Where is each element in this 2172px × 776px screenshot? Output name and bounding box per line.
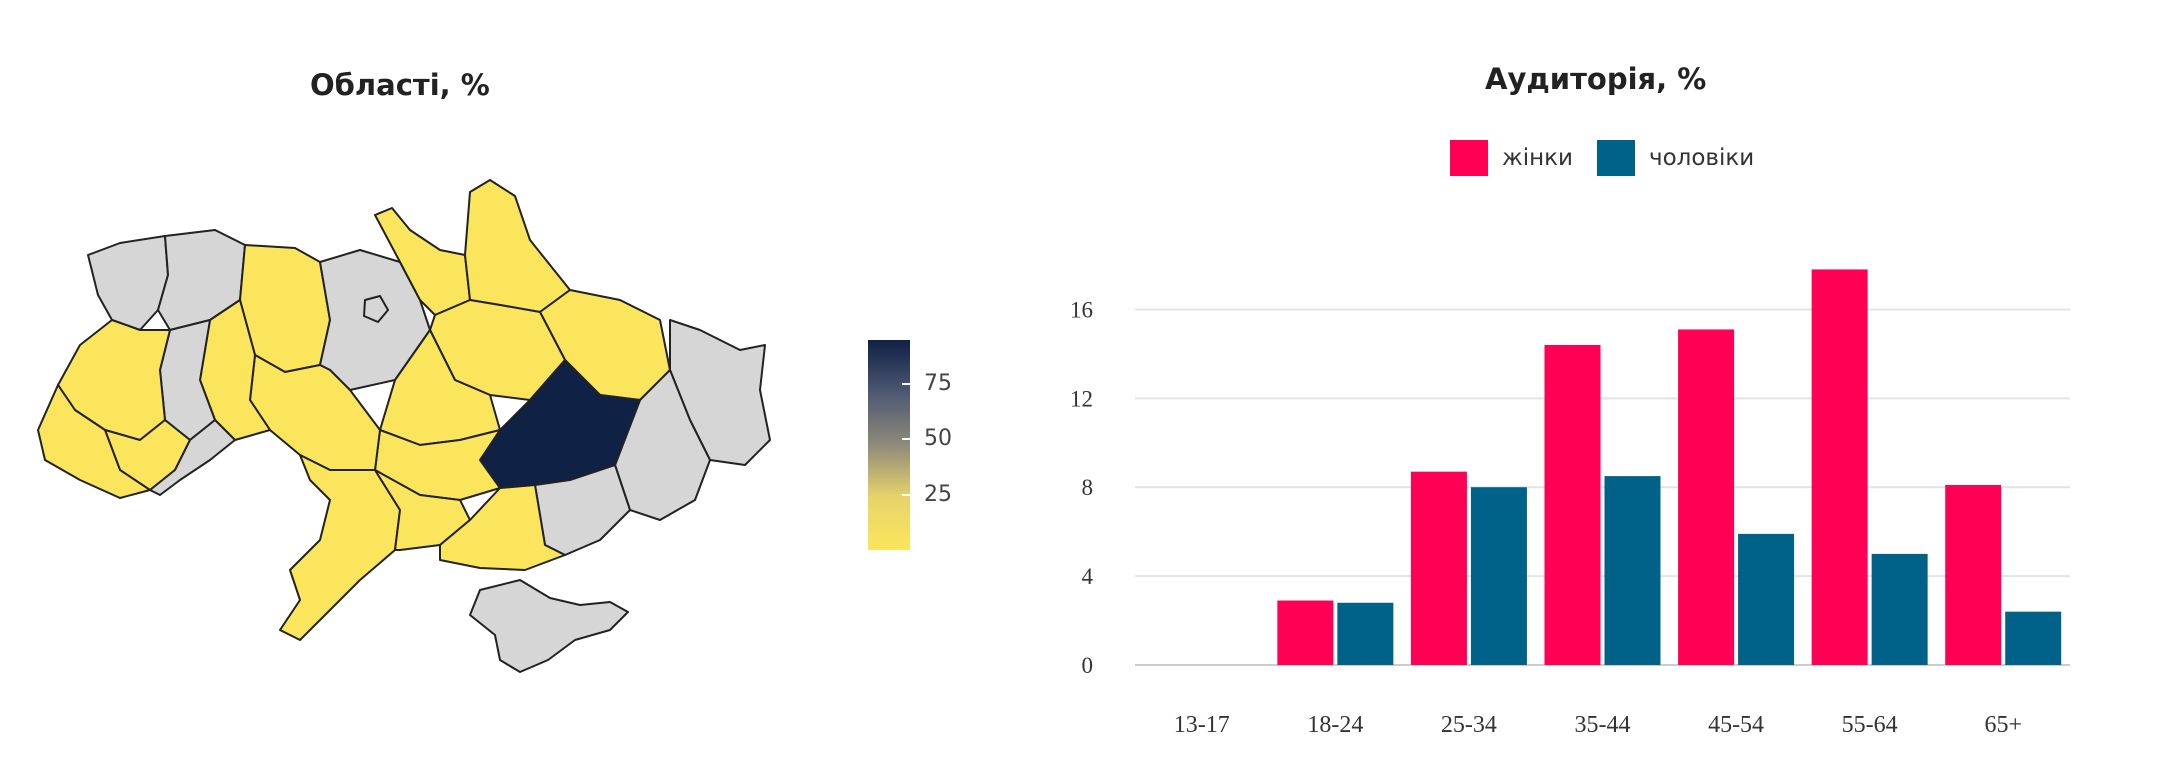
legend-item-women[interactable]: жінки: [1450, 140, 1573, 176]
bar-women[interactable]: [1811, 269, 1868, 665]
bar-women[interactable]: [1544, 345, 1601, 665]
region-sumy[interactable]: [464, 179, 571, 313]
legend-swatch-men: [1597, 140, 1635, 176]
y-tick-label: 4: [1082, 564, 1094, 589]
bar-men[interactable]: [1470, 487, 1527, 665]
colorbar-tick-line: [902, 493, 910, 496]
region-kyiv-city[interactable]: [363, 295, 389, 323]
region-chernihiv[interactable]: [374, 207, 471, 316]
x-tick-label: 18-24: [1307, 712, 1363, 738]
legend-swatch-women: [1450, 140, 1488, 176]
bar-men[interactable]: [2005, 611, 2062, 665]
map-title: Області, %: [310, 68, 490, 102]
colorbar-tick-label: 75: [924, 371, 952, 397]
colorbar-tick-line: [902, 383, 910, 386]
chart-panel: Аудиторія, % жінки чоловіки 0 4 8 12 16 13-17…: [1000, 0, 2172, 776]
x-tick-label: 65+: [1984, 712, 2022, 738]
ukraine-map: [37, 179, 771, 673]
y-tick-label: 16: [1070, 297, 1093, 322]
region-volyn[interactable]: [87, 235, 169, 331]
region-kherson[interactable]: [439, 484, 566, 571]
chart-legend: жінки чоловіки: [1450, 140, 1778, 176]
x-tick-label: 25-34: [1441, 712, 1497, 738]
colorbar: 75 50 25: [868, 340, 952, 550]
y-tick-label: 0: [1082, 653, 1094, 678]
legend-label-women: жінки: [1502, 145, 1573, 171]
bar-men[interactable]: [1337, 602, 1394, 665]
colorbar-tick-line: [902, 438, 910, 441]
legend-item-men[interactable]: чоловіки: [1597, 140, 1754, 176]
region-zakarpattia[interactable]: [37, 384, 151, 499]
x-tick-label: 55-64: [1842, 712, 1898, 738]
x-tick-label: 45-54: [1708, 712, 1764, 738]
legend-label-men: чоловіки: [1649, 145, 1755, 171]
bar-women[interactable]: [1945, 485, 2002, 665]
map-panel: Області, %: [0, 0, 1000, 776]
bar-women[interactable]: [1678, 329, 1735, 665]
x-tick-label: 35-44: [1575, 712, 1631, 738]
bar-women[interactable]: [1277, 600, 1334, 665]
chart-title: Аудиторія, %: [1485, 62, 1707, 96]
bar-men[interactable]: [1604, 476, 1661, 665]
x-tick-label: 13-17: [1174, 712, 1230, 738]
colorbar-tick-label: 25: [924, 481, 952, 507]
region-crimea[interactable]: [469, 579, 629, 673]
colorbar-gradient: [868, 340, 910, 550]
colorbar-ticks: 75 50 25: [868, 340, 988, 550]
colorbar-tick-label: 50: [924, 426, 952, 452]
y-tick-label: 12: [1070, 386, 1093, 411]
bar-men[interactable]: [1871, 553, 1928, 665]
y-tick-label: 8: [1082, 475, 1094, 500]
region-chernivtsi[interactable]: [149, 419, 236, 496]
bar-women[interactable]: [1410, 471, 1467, 665]
bar-chart: 0 4 8 12 16 13-17 18-24 25-34 35-44 45-54 55-64 65+: [1070, 269, 2070, 738]
bar-men[interactable]: [1738, 533, 1795, 665]
